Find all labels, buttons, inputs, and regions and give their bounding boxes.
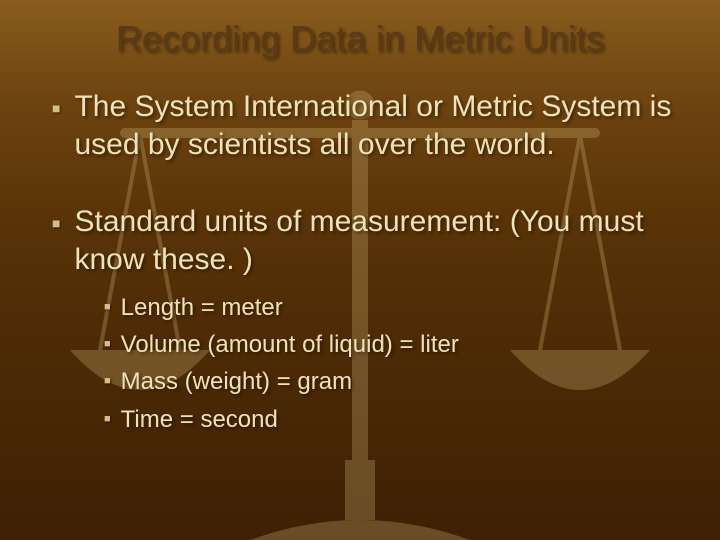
sub-bullet-text: Length = meter xyxy=(121,292,283,323)
square-bullet-icon: ■ xyxy=(52,100,60,116)
sub-bullet-item: ■ Volume (amount of liquid) = liter xyxy=(104,329,686,360)
sub-bullet-text: Time = second xyxy=(121,404,278,435)
slide-content: Recording Data in Metric Units ■ The Sys… xyxy=(0,0,720,435)
bullet-item: ■ Standard units of measurement: (You mu… xyxy=(52,203,686,278)
slide-title: Recording Data in Metric Units xyxy=(34,18,686,60)
sub-bullet-list: ■ Length = meter ■ Volume (amount of liq… xyxy=(34,292,686,435)
square-bullet-icon: ■ xyxy=(104,338,111,350)
square-bullet-icon: ■ xyxy=(104,301,111,313)
square-bullet-icon: ■ xyxy=(52,215,60,231)
bullet-text: Standard units of measurement: (You must… xyxy=(74,203,686,278)
sub-bullet-item: ■ Time = second xyxy=(104,404,686,435)
bullet-item: ■ The System International or Metric Sys… xyxy=(52,88,686,163)
sub-bullet-item: ■ Mass (weight) = gram xyxy=(104,366,686,397)
bullet-text: The System International or Metric Syste… xyxy=(74,88,686,163)
sub-bullet-item: ■ Length = meter xyxy=(104,292,686,323)
square-bullet-icon: ■ xyxy=(104,375,111,387)
main-bullet-list: ■ The System International or Metric Sys… xyxy=(34,88,686,278)
square-bullet-icon: ■ xyxy=(104,413,111,425)
sub-bullet-text: Volume (amount of liquid) = liter xyxy=(121,329,459,360)
sub-bullet-text: Mass (weight) = gram xyxy=(121,366,352,397)
